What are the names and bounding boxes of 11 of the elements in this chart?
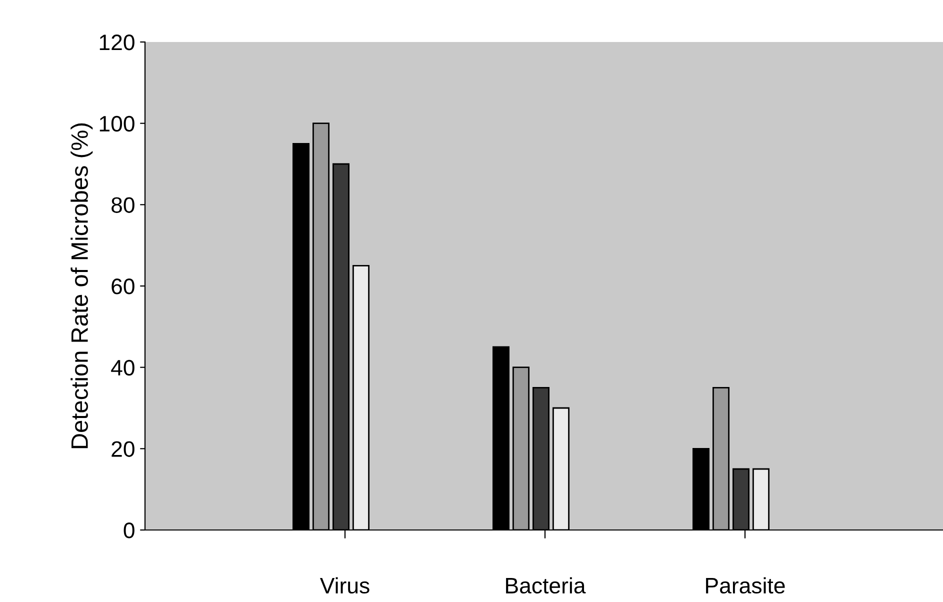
y-tick-label: 60 — [112, 278, 134, 294]
y-axis-title: Detection Rate of Microbes (%) — [70, 123, 93, 448]
x-tick-label: Parasite — [706, 577, 785, 594]
x-tick-label: Bacteria — [506, 577, 586, 594]
x-tick-label: Virus — [320, 577, 370, 594]
y-tick-label: 20 — [112, 441, 134, 457]
y-tick-label: 80 — [112, 197, 134, 213]
y-tick-label: 120 — [100, 34, 134, 50]
y-tick-label: 0 — [124, 522, 134, 538]
y-tick-label: 40 — [111, 360, 134, 376]
y-tick-label: 100 — [100, 116, 134, 132]
